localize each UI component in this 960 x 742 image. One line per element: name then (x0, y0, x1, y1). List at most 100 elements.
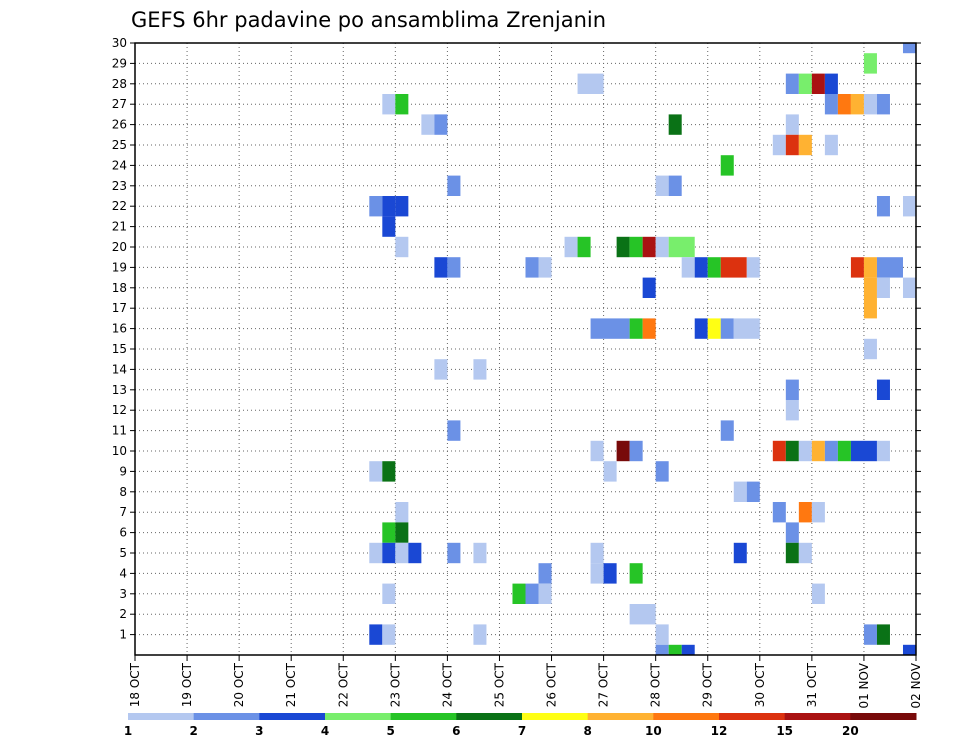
x-tick-label: 01 NOV (857, 662, 871, 708)
x-tick-label: 24 OCT (440, 662, 454, 707)
legend-swatch (719, 713, 786, 720)
legend-swatch (456, 713, 523, 720)
y-tick-label: 15 (112, 342, 127, 356)
data-cell (876, 257, 903, 278)
legend-swatch (325, 713, 392, 720)
legend-swatch (653, 713, 720, 720)
y-tick-label: 16 (112, 322, 127, 336)
legend-label: 1 (124, 724, 132, 738)
data-cell (629, 318, 643, 339)
data-cell (382, 624, 396, 645)
legend-swatch (390, 713, 457, 720)
y-tick-label: 30 (112, 36, 127, 50)
data-cell (798, 73, 812, 94)
data-cell (395, 522, 409, 543)
data-cell (785, 522, 799, 543)
data-cell (863, 257, 877, 278)
data-cell (447, 420, 461, 441)
data-cell (824, 94, 838, 115)
data-cell (434, 114, 448, 135)
data-cell (642, 318, 656, 339)
data-cell (668, 644, 682, 655)
x-tick-label: 22 OCT (336, 662, 350, 707)
legend-label: 7 (518, 724, 526, 738)
data-cell (525, 583, 539, 604)
data-cell (746, 257, 760, 278)
data-cell (577, 73, 604, 94)
data-cell (876, 196, 890, 217)
y-tick-label: 2 (119, 607, 127, 621)
data-cell (395, 196, 409, 217)
x-tick-label: 31 OCT (805, 662, 819, 707)
data-cell (798, 542, 812, 564)
data-cell (863, 624, 877, 645)
data-cell (720, 420, 734, 441)
data-cell (824, 73, 838, 94)
y-tick-label: 4 (119, 566, 127, 580)
data-cell (863, 94, 877, 115)
data-cell (785, 114, 799, 135)
data-cell (707, 257, 721, 278)
data-cell (902, 277, 916, 298)
data-cell (473, 542, 487, 564)
y-tick-label: 24 (112, 158, 127, 172)
data-cell (876, 624, 890, 645)
data-cell (668, 236, 695, 258)
x-tick-label: 19 OCT (180, 662, 194, 707)
data-cells (369, 43, 916, 655)
y-tick-label: 19 (112, 260, 127, 274)
legend-swatch (587, 713, 654, 720)
x-tick-label: 02 NOV (909, 662, 923, 708)
data-cell (785, 440, 799, 462)
data-cell (408, 542, 422, 564)
data-cell (772, 440, 786, 462)
data-cell (382, 542, 396, 564)
y-tick-label: 22 (112, 199, 127, 213)
y-tick-label: 8 (119, 485, 127, 499)
y-tick-label: 14 (112, 362, 127, 376)
data-cell (382, 94, 396, 115)
data-cell (824, 134, 838, 156)
y-tick-label: 6 (119, 526, 127, 540)
legend-label: 2 (189, 724, 197, 738)
legend-label: 10 (645, 724, 662, 738)
data-cell (785, 134, 799, 156)
data-cell (395, 542, 409, 564)
data-cell (707, 318, 721, 339)
data-cell (382, 522, 396, 543)
data-cell (395, 502, 409, 523)
data-cell (382, 461, 396, 482)
x-tick-label: 26 OCT (545, 662, 559, 707)
data-cell (785, 542, 799, 564)
data-cell (590, 440, 604, 462)
data-cell (850, 94, 864, 115)
data-cell (798, 440, 812, 462)
y-tick-label: 13 (112, 383, 127, 397)
legend-swatch (128, 713, 195, 720)
data-cell (694, 257, 708, 278)
data-cell (863, 298, 877, 319)
data-cell (785, 73, 799, 94)
legend-swatch (784, 713, 851, 720)
data-cell (629, 563, 643, 584)
data-cell (395, 94, 409, 115)
legend-label: 5 (386, 724, 394, 738)
data-cell (694, 318, 708, 339)
y-tick-label: 5 (119, 546, 127, 560)
data-cell (538, 583, 552, 604)
data-cell (863, 277, 877, 298)
chart-title: GEFS 6hr padavine po ansamblima Zrenjani… (131, 8, 606, 32)
data-cell (837, 440, 851, 462)
data-cell (876, 94, 890, 115)
x-tick-label: 29 OCT (701, 662, 715, 707)
data-cell (837, 94, 851, 115)
legend-label: 12 (711, 724, 728, 738)
data-cell (512, 583, 526, 604)
legend-swatch (850, 713, 917, 720)
data-cell (681, 644, 695, 655)
y-tick-label: 27 (112, 97, 127, 111)
data-cell (655, 624, 669, 645)
data-cell (876, 379, 890, 400)
data-cell (369, 624, 383, 645)
